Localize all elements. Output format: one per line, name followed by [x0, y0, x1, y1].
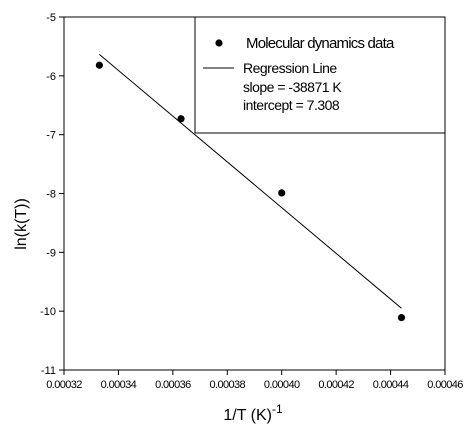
legend: Molecular dynamics data Regression Line …	[194, 16, 446, 134]
y-tick-label: -7	[46, 130, 56, 142]
x-axis-title: 1/T (K)-1	[223, 402, 283, 424]
x-tick-label: 0.00036	[155, 379, 191, 391]
x-tick-label: 0.00044	[373, 379, 409, 391]
y-tick-label: -5	[46, 12, 56, 24]
data-point	[177, 115, 185, 123]
regression-line	[99, 54, 402, 309]
x-axis-title-superscript: -1	[272, 402, 283, 416]
x-tick-label: 0.00038	[210, 379, 246, 391]
legend-marker-scatter	[215, 39, 223, 47]
y-tick-label: -10	[40, 306, 56, 318]
y-tick-label: -9	[46, 247, 56, 259]
y-axis-title: ln(k(T))	[13, 198, 30, 250]
data-point	[95, 61, 103, 69]
x-axis-title-main: 1/T (K)	[223, 407, 272, 424]
legend-intercept-note: intercept = 7.308	[243, 97, 340, 113]
x-tick-label: 0.00042	[318, 379, 354, 391]
legend-label-regression: Regression Line	[243, 60, 337, 76]
x-tick-label: 0.00040	[264, 379, 300, 391]
y-tick-label: -6	[46, 71, 56, 83]
y-tick-label: -11	[41, 365, 56, 377]
data-point	[278, 189, 286, 197]
x-axis: 0.00032 0.00034 0.00036 0.00038 0.00040 0.000…	[46, 370, 464, 391]
legend-slope-note: slope = -38871 K	[243, 79, 342, 95]
legend-label-data: Molecular dynamics data	[246, 35, 395, 52]
x-tick-label: 0.00032	[46, 379, 82, 391]
legend-box	[194, 16, 446, 134]
data-point	[397, 314, 406, 322]
x-tick-label: 0.00046	[427, 379, 463, 391]
y-tick-label: -8	[46, 189, 56, 201]
x-tick-label: 0.00034	[101, 379, 137, 391]
y-axis: -11 -10 -9 -8 -7 -6 -5	[40, 12, 64, 377]
